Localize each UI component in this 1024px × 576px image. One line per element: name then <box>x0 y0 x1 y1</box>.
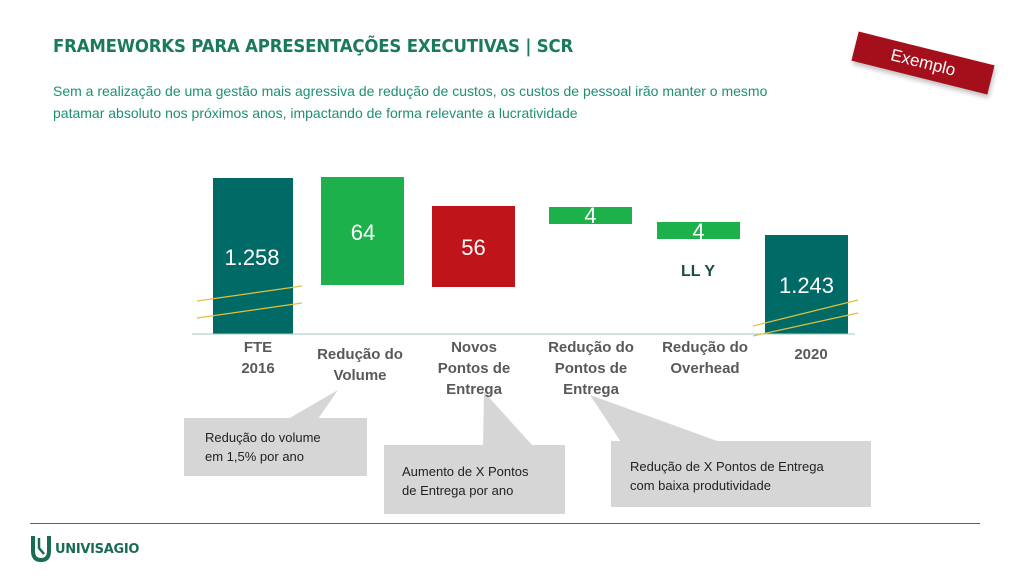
value-label-6: 1.243 <box>779 273 834 298</box>
category-label-line: Redução do <box>317 346 403 363</box>
callout-text-line: Redução de X Pontos de Entrega <box>630 459 824 474</box>
callout-box <box>611 441 871 507</box>
bar-5 <box>657 222 740 239</box>
category-label-line: Volume <box>333 367 386 384</box>
category-label-3: Novos Pontos de Entrega <box>438 339 511 398</box>
logo-text: UNIVISAGIO <box>55 541 140 557</box>
bar-6 <box>765 235 848 334</box>
value-label-1: 1.258 <box>224 245 279 270</box>
value-label-5: 4 <box>692 219 704 244</box>
callout-1: Redução do volume em 1,5% por ano <box>184 390 367 476</box>
footer-divider <box>30 523 980 524</box>
callout-text-line: Redução do volume <box>205 430 321 445</box>
callout-text-line: com baixa produtividade <box>630 478 771 493</box>
callout-box <box>384 445 565 514</box>
callout-3: Redução de X Pontos de Entrega com baixa … <box>590 395 871 507</box>
value-label-3: 56 <box>461 235 485 260</box>
callout-text-line: em 1,5% por ano <box>205 449 304 464</box>
page-subtitle: Sem a realização de uma gestão mais agre… <box>53 83 768 121</box>
callout-text: Aumento de X Pontos de Entrega por ano <box>402 464 529 498</box>
category-label-line: Pontos de <box>555 360 628 377</box>
bar-2 <box>321 177 404 285</box>
axis-break-mark-1 <box>196 285 303 302</box>
category-label-line: 2016 <box>241 360 274 377</box>
category-label-line: Redução do <box>662 339 748 356</box>
category-label-line: Redução do <box>548 339 634 356</box>
bar-3 <box>432 206 515 287</box>
callout-pointer <box>288 390 338 419</box>
bar-4 <box>549 207 632 224</box>
callout-pointer <box>483 392 533 446</box>
callout-text: Redução de X Pontos de Entrega com baixa … <box>630 459 824 493</box>
category-label-line: Overhead <box>670 360 739 377</box>
category-label-line: Entrega <box>563 381 620 398</box>
callout-text: Redução do volume em 1,5% por ano <box>205 430 321 464</box>
value-label-2: 64 <box>351 220 375 245</box>
axis-break-mark-4 <box>752 312 859 337</box>
callout-box <box>184 418 367 476</box>
univisagio-logo: UNIVISAGIO <box>30 534 139 564</box>
category-label-line: Novos <box>451 339 497 356</box>
category-label-line: 2020 <box>794 346 827 363</box>
callout-pointer <box>590 395 720 442</box>
category-label-5: Redução do Overhead <box>662 339 748 377</box>
axis-break-mark-2 <box>196 302 303 319</box>
callout-text-line: Aumento de X Pontos <box>402 464 529 479</box>
value-label-4: 4 <box>584 203 596 228</box>
axis-breaks <box>196 285 859 337</box>
category-labels: FTE 2016 Redução do Volume Novos Pontos de Ent… <box>241 339 827 398</box>
axis-break-mark-3 <box>752 299 859 327</box>
category-label-4: Redução do Pontos de Entrega <box>548 339 634 398</box>
page-title: FRAMEWORKS PARA APRESENTAÇÕES EXECUTIVAS… <box>53 36 574 57</box>
callouts: Redução do volume em 1,5% por ano Aumento … <box>184 390 871 514</box>
category-label-2: Redução do Volume <box>317 346 403 384</box>
value-labels: 1.258 64 56 4 4 1.243 LL Y <box>224 203 834 298</box>
chart-annotation: LL Y <box>681 263 715 280</box>
category-label-line: Entrega <box>446 381 503 398</box>
univisagio-logo-icon <box>31 536 51 563</box>
category-label-6: 2020 <box>794 346 827 363</box>
category-label-line: FTE <box>244 339 272 356</box>
chart-bars <box>213 177 848 334</box>
callout-text-line: de Entrega por ano <box>402 483 513 498</box>
category-label-line: Pontos de <box>438 360 511 377</box>
category-label-1: FTE 2016 <box>241 339 274 377</box>
bar-1 <box>213 178 293 334</box>
callout-2: Aumento de X Pontos de Entrega por ano <box>384 392 565 514</box>
